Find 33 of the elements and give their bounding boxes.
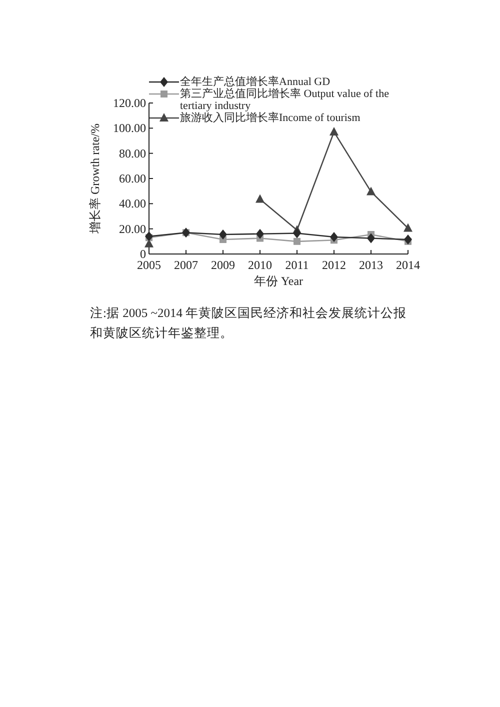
x-axis-title: 年份 Year bbox=[254, 274, 304, 288]
point bbox=[404, 234, 412, 245]
y-axis-title: 增长率 Growth rate/% bbox=[88, 124, 102, 234]
x-tick-label: 2013 bbox=[359, 258, 383, 272]
legend-label: 旅游收入同比增长率Income of tourism bbox=[180, 112, 360, 124]
y-tick-label: 60.00 bbox=[119, 172, 146, 186]
text: 注:据 2005 ~2014 年黄陂区国民经济和社会发展统计公报和黄陂区统计年鉴整理。 bbox=[90, 305, 408, 342]
point bbox=[256, 228, 264, 239]
x-tick-label: 2014 bbox=[396, 258, 420, 272]
y-tick-label: 40.00 bbox=[119, 196, 146, 211]
x-tick-label: 2012 bbox=[322, 258, 346, 272]
point bbox=[366, 186, 376, 196]
point bbox=[145, 231, 153, 242]
point bbox=[404, 223, 412, 232]
x-tick-label: 2009 bbox=[211, 258, 235, 272]
y-tick-label: 0 bbox=[140, 247, 146, 261]
y-tick-label: 20.00 bbox=[119, 222, 146, 236]
legend-label: 全年生产总值增长率Annual GD bbox=[180, 76, 330, 88]
legend-label: 第三产业总值同比增长率 Output value of the tertiary industry bbox=[180, 88, 390, 112]
point bbox=[256, 194, 264, 203]
point bbox=[219, 229, 227, 240]
y-tick-label: 120.00 bbox=[113, 96, 146, 110]
y-tick-label: 100.00 bbox=[113, 121, 146, 136]
point bbox=[293, 228, 301, 238]
point bbox=[330, 126, 338, 136]
x-tick-label: 2010 bbox=[248, 258, 272, 272]
point bbox=[294, 238, 300, 245]
point bbox=[367, 233, 375, 244]
x-tick-label: 2005 bbox=[137, 258, 161, 272]
x-tick-label: 2011 bbox=[285, 258, 309, 272]
y-tick-label: 80.00 bbox=[119, 146, 146, 160]
point bbox=[330, 232, 338, 242]
x-tick-label: 2007 bbox=[174, 258, 198, 272]
